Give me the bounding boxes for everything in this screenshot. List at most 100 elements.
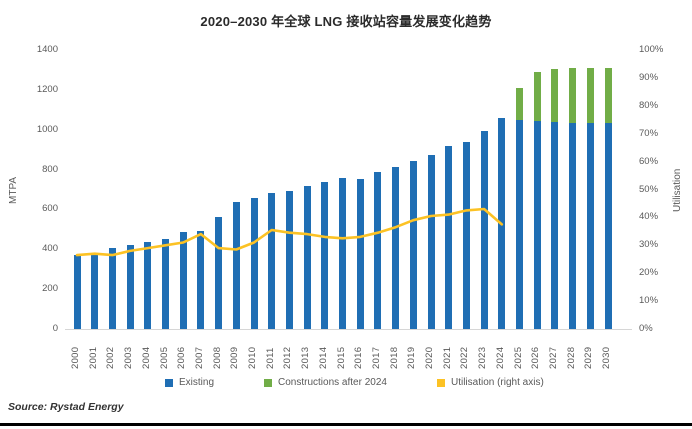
left-tick-400: 400	[42, 243, 58, 255]
bar-constructions-after-2024-2029	[586, 67, 594, 123]
right-tick-20: 20%	[639, 267, 659, 279]
x-label-2009: 2009	[229, 346, 241, 369]
legend-label-1: Constructions after 2024	[278, 377, 387, 388]
left-tick-800: 800	[42, 163, 58, 175]
x-label-2003: 2003	[123, 346, 135, 369]
bar-constructions-after-2024-2030	[604, 67, 612, 123]
bar-existing-2014	[321, 181, 329, 329]
left-tick-200: 200	[42, 283, 58, 295]
x-label-2017: 2017	[370, 346, 382, 369]
x-label-2018: 2018	[388, 346, 400, 369]
bar-existing-2028	[569, 122, 577, 329]
bar-existing-2007	[197, 231, 205, 329]
x-label-2010: 2010	[247, 346, 258, 369]
right-tick-80: 80%	[639, 99, 659, 111]
utilisation-line-layer	[75, 207, 504, 257]
x-label-2019: 2019	[406, 346, 418, 369]
legend-item-0: Existing	[165, 377, 214, 388]
x-label-2020: 2020	[424, 346, 435, 369]
left-tick-1000: 1000	[36, 123, 58, 135]
bottom-divider	[0, 423, 692, 426]
legend: Existing Constructions after 2024 Utilisat…	[165, 377, 544, 388]
plot-area	[65, 50, 632, 330]
bar-existing-2003	[126, 245, 134, 329]
right-tick-90: 90%	[639, 71, 659, 83]
x-label-2004: 2004	[140, 346, 152, 369]
x-label-2005: 2005	[158, 346, 170, 369]
x-label-2011: 2011	[264, 347, 276, 369]
utilisation-line	[75, 207, 504, 257]
bar-existing-2016	[356, 178, 364, 329]
x-label-2023: 2023	[477, 346, 489, 369]
bar-existing-2013	[303, 185, 311, 329]
x-label-2027: 2027	[547, 346, 559, 369]
x-label-2016: 2016	[353, 346, 365, 369]
x-label-2026: 2026	[530, 346, 542, 369]
right-axis-title: Utilisation	[672, 168, 683, 212]
x-label-2002: 2002	[105, 346, 117, 369]
x-label-2007: 2007	[193, 346, 205, 369]
bar-existing-2012	[285, 190, 293, 329]
bar-existing-2022	[462, 141, 470, 329]
bar-existing-2006	[179, 232, 187, 329]
legend-label-2: Utilisation (right axis)	[450, 377, 544, 388]
x-label-2001: 2001	[87, 346, 99, 369]
x-label-2013: 2013	[300, 346, 312, 369]
bar-existing-2030	[604, 122, 612, 329]
x-label-2030: 2030	[601, 346, 612, 369]
left-axis-title: MTPA	[8, 176, 19, 204]
bar-existing-2001	[91, 254, 99, 329]
bar-existing-2011	[268, 192, 276, 329]
bar-existing-2018	[392, 166, 400, 329]
x-label-2021: 2021	[441, 346, 453, 369]
bar-existing-2019	[409, 160, 417, 329]
right-tick-40: 40%	[639, 211, 659, 223]
right-tick-60: 60%	[639, 155, 659, 167]
x-label-2025: 2025	[512, 346, 524, 369]
left-tick-0: 0	[52, 323, 58, 334]
left-tick-600: 600	[42, 203, 58, 215]
x-label-2015: 2015	[335, 346, 347, 369]
legend-item-2: Utilisation (right axis)	[436, 377, 544, 388]
x-label-2022: 2022	[459, 346, 471, 369]
bar-constructions-after-2024-2026	[533, 71, 541, 121]
right-tick-100: 100%	[639, 44, 664, 55]
left-tick-1400: 1400	[36, 44, 58, 55]
source-note: Source: Rystad Energy	[8, 401, 124, 413]
bar-existing-2017	[374, 171, 382, 329]
bar-existing-2023	[480, 130, 488, 329]
legend-label-0: Existing	[179, 377, 215, 388]
legend-swatch-2	[436, 378, 445, 387]
x-label-2000: 2000	[70, 346, 81, 369]
left-tick-1200: 1200	[36, 83, 58, 95]
x-label-2029: 2029	[583, 346, 595, 369]
bar-existing-2009	[232, 202, 240, 329]
bar-existing-2015	[339, 177, 346, 329]
bar-constructions-after-2024-2025	[516, 87, 523, 120]
x-label-2006: 2006	[176, 346, 188, 369]
bar-existing-2002	[108, 248, 116, 329]
bar-existing-2021	[445, 145, 453, 329]
bar-existing-2000	[73, 255, 81, 329]
chart-title: 2020–2030 年全球 LNG 接收站容量发展变化趋势	[200, 14, 492, 29]
legend-swatch-0	[165, 378, 173, 387]
right-tick-70: 70%	[639, 127, 659, 139]
bar-existing-2020	[427, 154, 435, 329]
right-tick-30: 30%	[639, 239, 659, 251]
bar-existing-2029	[586, 122, 594, 329]
bar-existing-2005	[162, 239, 169, 329]
bar-existing-2027	[551, 121, 559, 329]
x-label-2014: 2014	[317, 346, 329, 369]
bar-constructions-after-2024-2027	[551, 68, 559, 122]
right-tick-0: 0%	[639, 323, 653, 334]
x-axis-line	[65, 329, 632, 330]
bar-existing-2026	[533, 120, 541, 329]
right-tick-10: 10%	[639, 295, 659, 307]
bar-existing-2010	[250, 198, 258, 329]
legend-swatch-1	[264, 378, 273, 387]
bar-existing-2008	[215, 217, 223, 329]
x-label-2028: 2028	[565, 346, 577, 369]
x-label-2024: 2024	[494, 346, 506, 369]
right-tick-50: 50%	[639, 183, 659, 195]
x-label-2012: 2012	[282, 346, 294, 369]
